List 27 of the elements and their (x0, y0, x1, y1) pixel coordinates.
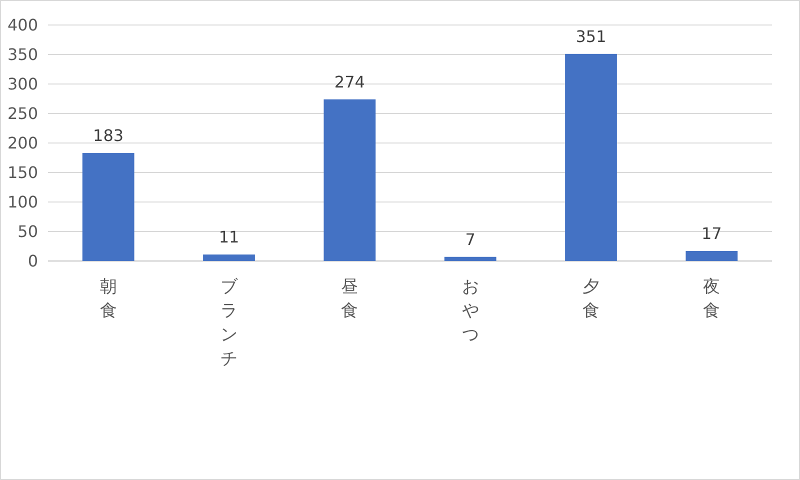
x-tick-label: 夕食 (582, 277, 600, 321)
y-tick-label: 200 (7, 134, 38, 153)
data-label: 11 (218, 228, 240, 247)
x-tick-label: ブランチ (220, 277, 238, 369)
bar (444, 256, 496, 261)
y-tick-label: 400 (7, 16, 38, 35)
y-tick-label: 250 (7, 104, 38, 124)
x-tick-label: 昼食 (341, 277, 358, 321)
data-label: 351 (576, 26, 606, 46)
bar (82, 153, 134, 261)
data-label: 274 (334, 72, 365, 92)
bar (565, 54, 617, 261)
y-tick-label: 50 (18, 222, 38, 242)
data-label: 7 (465, 230, 476, 249)
x-tick-label: おやつ (462, 277, 479, 345)
bar (324, 99, 376, 261)
y-tick-label: 300 (7, 74, 38, 94)
data-label: 17 (701, 224, 722, 243)
bar (686, 250, 738, 261)
bar (203, 254, 255, 261)
y-tick-label: 350 (7, 45, 38, 64)
y-tick-label: 150 (7, 163, 38, 182)
x-tick-label: 夜食 (703, 277, 720, 321)
y-tick-label: 100 (7, 192, 38, 212)
data-label: 183 (93, 126, 124, 146)
y-tick-label: 0 (28, 252, 38, 271)
x-tick-label: 朝食 (100, 277, 117, 321)
